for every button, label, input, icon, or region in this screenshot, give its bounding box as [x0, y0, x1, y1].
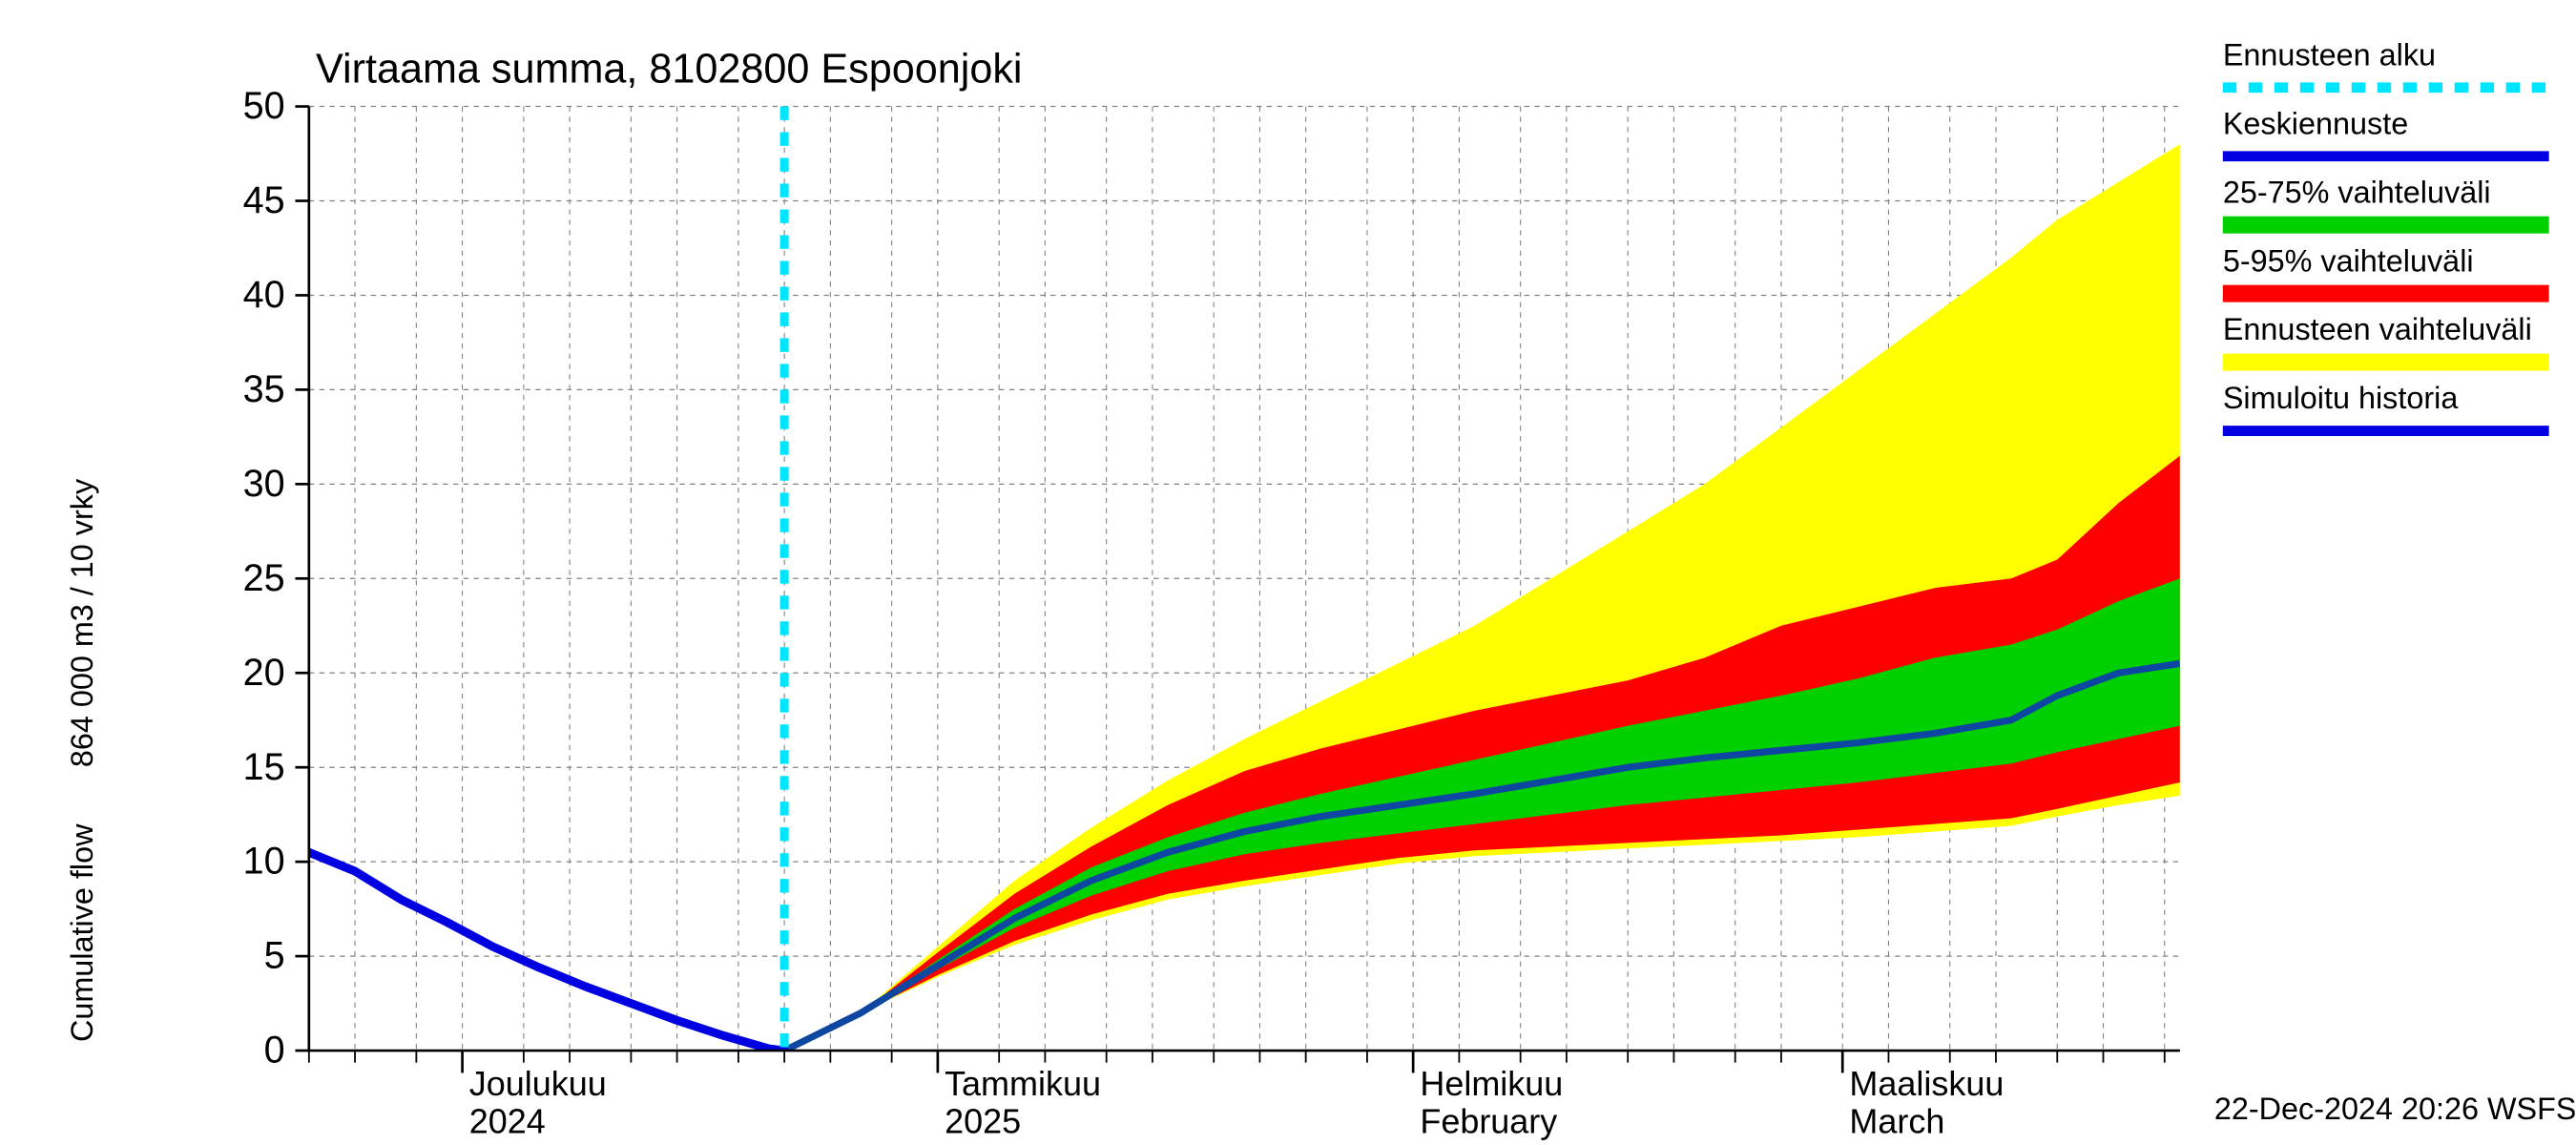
legend-label: Ennusteen vaihteluväli: [2223, 312, 2532, 346]
x-axis: Joulukuu2024 Tammikuu2025 HelmikuuFebruary…: [309, 1051, 2165, 1140]
y-tick-label: 5: [264, 935, 285, 977]
y-axis-label: Cumulative flow 864 000 m3 / 10 vrky: [65, 478, 99, 1042]
x-month-sublabel: 2025: [945, 1101, 1021, 1140]
y-tick-label: 10: [243, 841, 285, 883]
y-tick-label: 15: [243, 746, 285, 788]
y-tick-label: 50: [243, 85, 285, 127]
legend-label: 25-75% vaihteluväli: [2223, 175, 2491, 209]
x-month-sublabel: 2024: [469, 1101, 546, 1140]
legend-label: Keskiennuste: [2223, 106, 2408, 140]
legend-swatch: [2223, 217, 2549, 234]
legend-label: 5-95% vaihteluväli: [2223, 243, 2474, 278]
y-tick-label: 45: [243, 179, 285, 221]
y-tick-label: 40: [243, 274, 285, 316]
y-tick-label: 0: [264, 1030, 285, 1072]
forecast-bands: [784, 144, 2180, 1051]
svg-text:Cumulative flow: Cumulative flow: [65, 823, 99, 1042]
footer-timestamp: 22-Dec-2024 20:26 WSFS-O: [2214, 1092, 2575, 1126]
y-tick-label: 35: [243, 368, 285, 410]
legend-swatch: [2223, 285, 2549, 302]
x-month-label: Maaliskuu: [1849, 1064, 2004, 1103]
x-month-sublabel: March: [1849, 1101, 1944, 1140]
chart-title: Virtaama summa, 8102800 Espoonjoki: [316, 46, 1022, 92]
y-axis: 0 5 10 15 20 25 30 35 40 45 50: [243, 85, 309, 1072]
x-month-label: Joulukuu: [469, 1064, 607, 1103]
legend-label: Simuloitu historia: [2223, 381, 2459, 415]
y-tick-label: 25: [243, 557, 285, 599]
y-tick-label: 20: [243, 652, 285, 694]
legend-swatch: [2223, 354, 2549, 371]
history-line: [309, 852, 784, 1051]
chart-svg: 05101520253035404550Joulukuu2024Tammikuu…: [0, 0, 2575, 1145]
legend: Ennusteen alku Keskiennuste 25-75% vaihtel…: [2223, 37, 2549, 430]
x-month-label: Helmikuu: [1420, 1064, 1563, 1103]
y-tick-label: 30: [243, 463, 285, 505]
x-month-label: Tammikuu: [945, 1064, 1101, 1103]
chart-container: 05101520253035404550Joulukuu2024Tammikuu…: [0, 0, 2575, 1145]
svg-text:864 000 m3 / 10 vrky: 864 000 m3 / 10 vrky: [65, 478, 99, 767]
legend-label: Ennusteen alku: [2223, 37, 2436, 72]
x-month-sublabel: February: [1420, 1101, 1557, 1140]
